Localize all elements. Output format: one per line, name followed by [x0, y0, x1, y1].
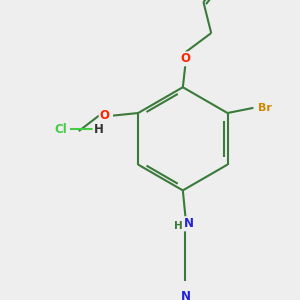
Text: Cl: Cl [55, 123, 67, 136]
Text: N: N [180, 290, 190, 300]
Text: H: H [94, 123, 103, 136]
Text: H: H [173, 221, 182, 231]
Text: Br: Br [258, 103, 272, 113]
Text: N: N [184, 218, 194, 230]
Text: O: O [180, 52, 190, 65]
Text: O: O [100, 109, 110, 122]
